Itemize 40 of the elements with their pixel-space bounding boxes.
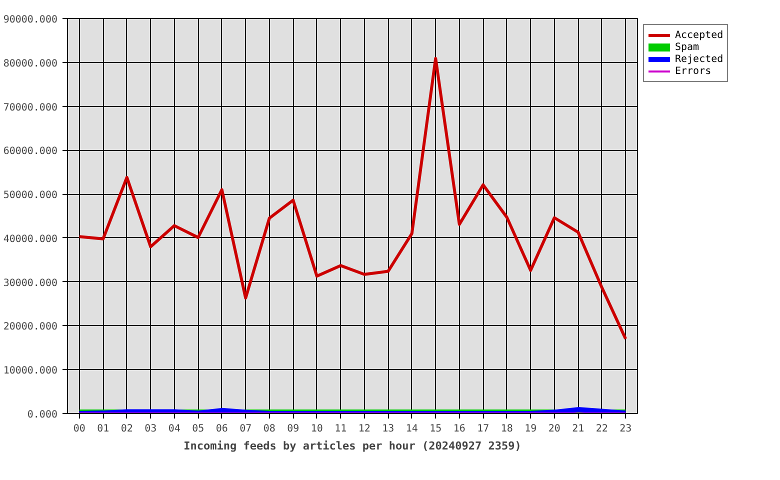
legend-label: Errors xyxy=(675,65,712,77)
x-axis-title: Incoming feeds by articles per hour (20240927 2359) xyxy=(184,440,522,452)
x-tick-label: 10 xyxy=(310,424,323,434)
x-tick-label: 04 xyxy=(168,424,180,434)
x-tick-label: 21 xyxy=(572,424,584,434)
y-tick-label: 10000.000 xyxy=(3,366,58,377)
x-tick-label: 14 xyxy=(406,424,418,434)
x-tick-label: 15 xyxy=(430,424,442,434)
y-tick-label: 80000.000 xyxy=(3,58,58,70)
y-tick-label: 40000.000 xyxy=(3,234,58,245)
y-tick-label: 70000.000 xyxy=(3,102,58,114)
x-tick-label: 12 xyxy=(358,424,370,434)
y-tick-label: 90000.000 xyxy=(3,14,58,26)
x-tick-label: 08 xyxy=(263,424,276,434)
x-tick-label: 06 xyxy=(216,424,228,434)
legend-label: Rejected xyxy=(675,53,724,65)
x-tick-label: 00 xyxy=(73,424,86,434)
x-tick-label: 03 xyxy=(144,424,157,434)
x-tick-label: 13 xyxy=(382,424,394,434)
x-tick-label: 01 xyxy=(97,424,110,434)
legend-label: Spam xyxy=(675,41,700,53)
x-tick-label: 23 xyxy=(620,424,632,434)
x-tick-label: 18 xyxy=(500,424,513,434)
legend-label: Accepted xyxy=(675,29,724,41)
x-tick-label: 11 xyxy=(334,424,347,434)
y-tick-label: 30000.000 xyxy=(3,278,58,289)
y-tick-label: 20000.000 xyxy=(3,322,58,333)
x-tick-label: 05 xyxy=(192,424,204,434)
y-tick-label: 50000.000 xyxy=(3,190,58,202)
y-tick-label: 0.000 xyxy=(27,410,58,420)
y-tick-label: 60000.000 xyxy=(3,146,58,158)
x-tick-label: 19 xyxy=(524,424,537,434)
x-tick-label: 22 xyxy=(596,424,608,434)
x-tick-label: 07 xyxy=(240,424,252,434)
x-tick-label: 09 xyxy=(287,424,300,434)
x-tick-label: 02 xyxy=(120,424,133,434)
x-tick-label: 17 xyxy=(477,424,490,434)
line-series xyxy=(78,56,628,340)
x-tick-label: 16 xyxy=(453,424,466,434)
x-tick-label: 20 xyxy=(548,424,560,434)
